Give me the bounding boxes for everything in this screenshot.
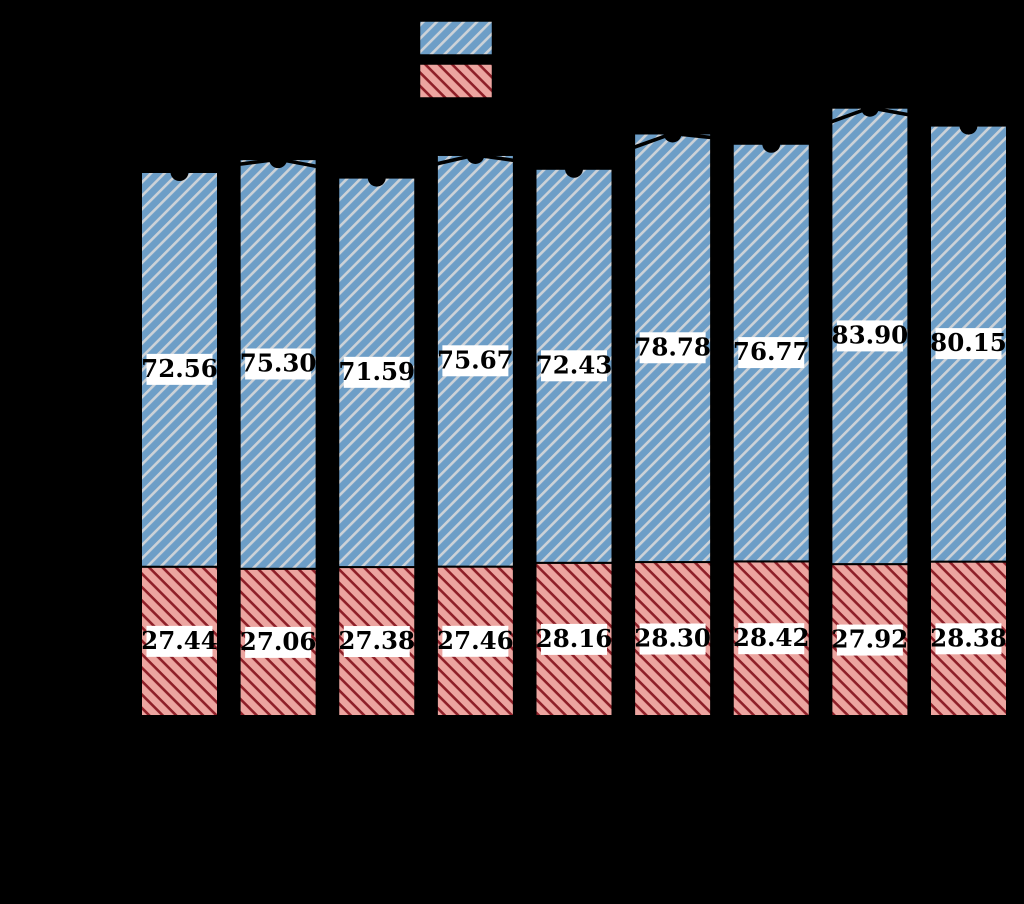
value-label-box xyxy=(146,353,213,385)
value-label-box xyxy=(343,356,410,388)
legend xyxy=(418,20,494,99)
value-label-box xyxy=(836,320,903,352)
value-label-box xyxy=(738,337,805,369)
legend-swatch-pink xyxy=(418,63,494,99)
value-label-box xyxy=(836,624,903,656)
value-label: 28.38 xyxy=(930,623,1007,652)
totals-marker xyxy=(762,134,781,153)
totals-marker xyxy=(565,159,583,178)
value-label: 75.67 xyxy=(437,345,514,374)
value-label-box xyxy=(442,625,509,657)
value-label: 27.44 xyxy=(141,626,218,655)
totals-marker xyxy=(466,145,485,164)
value-label: 71.59 xyxy=(338,357,415,386)
value-label-box xyxy=(935,623,1002,655)
value-label: 28.42 xyxy=(733,623,810,652)
value-label: 27.92 xyxy=(832,625,909,654)
value-label-box xyxy=(442,345,509,377)
value-label: 28.16 xyxy=(536,624,613,653)
value-label: 72.43 xyxy=(536,350,613,379)
value-label: 76.77 xyxy=(733,337,810,366)
value-label: 75.30 xyxy=(240,348,317,377)
value-label-box xyxy=(738,623,805,655)
value-label: 78.78 xyxy=(634,332,711,361)
totals-marker xyxy=(170,163,189,181)
value-label-box xyxy=(245,626,312,658)
legend-swatch-blue xyxy=(418,20,494,56)
value-label: 27.06 xyxy=(240,627,317,656)
value-label: 72.56 xyxy=(141,354,218,383)
value-label-box xyxy=(935,328,1002,360)
value-label-box xyxy=(146,625,213,657)
totals-markers-group xyxy=(170,98,978,187)
totals-marker xyxy=(367,168,386,187)
value-label: 27.38 xyxy=(338,626,415,655)
value-label-box xyxy=(639,623,706,655)
value-label: 83.90 xyxy=(832,320,909,349)
value-label-box xyxy=(343,626,410,658)
value-label: 80.15 xyxy=(930,328,1007,357)
totals-marker xyxy=(860,98,879,117)
value-label-box xyxy=(541,350,607,382)
totals-marker xyxy=(959,116,978,135)
value-label-box xyxy=(639,332,706,364)
value-label-box xyxy=(245,348,312,380)
totals-marker xyxy=(269,150,288,169)
totals-marker xyxy=(663,124,682,143)
value-label: 27.46 xyxy=(437,626,514,655)
value-label: 28.30 xyxy=(634,624,711,653)
value-labels-group: 72.56 27.44 75.30 27.06 71.59 27.38 75.67 27.46… xyxy=(141,320,1007,658)
value-label-box xyxy=(541,623,607,655)
